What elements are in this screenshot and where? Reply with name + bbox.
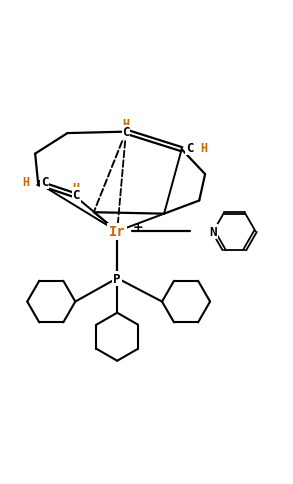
Text: H: H	[73, 182, 80, 195]
Text: C: C	[41, 176, 49, 189]
Text: H: H	[122, 118, 130, 131]
Text: +: +	[132, 221, 143, 234]
Text: Ir: Ir	[109, 225, 126, 239]
Text: C: C	[72, 189, 80, 202]
Text: C: C	[186, 142, 194, 155]
Text: P: P	[113, 272, 121, 285]
Text: C: C	[122, 126, 130, 139]
Text: H: H	[201, 142, 208, 155]
Text: H: H	[22, 176, 29, 189]
Text: N: N	[209, 225, 217, 238]
